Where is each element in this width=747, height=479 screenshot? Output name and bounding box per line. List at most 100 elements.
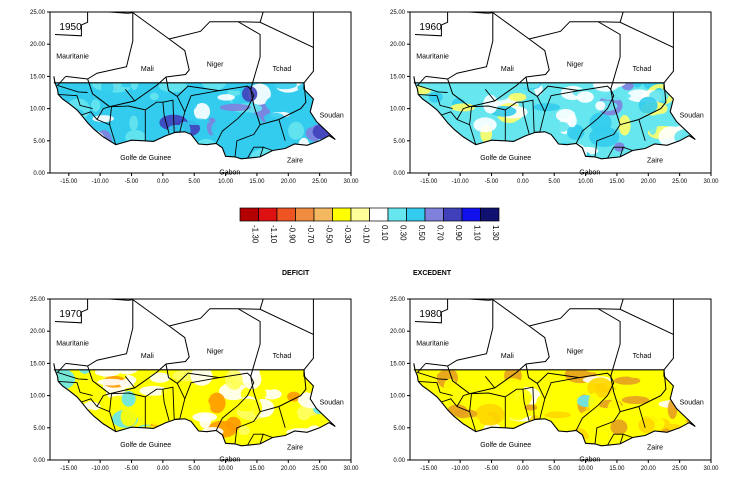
place-label-golfe: Golfe de Guinee	[480, 442, 531, 449]
x-tick-label: 15.00	[609, 179, 625, 185]
country-border	[525, 308, 621, 385]
country-border	[234, 124, 261, 157]
x-tick-label: 15.00	[609, 466, 625, 472]
legend-label: -0.30	[343, 225, 352, 244]
country-border	[638, 119, 646, 141]
country-border	[418, 93, 453, 110]
legend-label: -0.70	[306, 225, 315, 244]
y-tick-label: 0.00	[393, 458, 405, 464]
country-border	[575, 376, 615, 431]
y-tick-label: 25.00	[30, 10, 46, 16]
country-border	[109, 105, 146, 141]
y-tick-label: 5.00	[33, 139, 45, 145]
country-border	[65, 12, 134, 80]
country-border	[54, 299, 89, 324]
x-tick-label: 10.00	[218, 466, 234, 472]
legend-label: -1.30	[250, 225, 259, 244]
country-border	[215, 89, 255, 144]
place-label-mauritanie: Mauritanie	[416, 53, 449, 60]
country-border	[638, 406, 646, 428]
country-border	[174, 383, 186, 420]
x-tick-label: -10.00	[92, 179, 110, 185]
map-panel-1980: 0.00 5.00 10.00 15.00 20.00 25.00 -15.00 -10.00…	[390, 297, 719, 472]
place-label-gabon: Gabon	[219, 169, 240, 176]
y-tick-label: 15.00	[390, 361, 406, 367]
y-tick-label: 0.00	[393, 171, 405, 177]
country-border	[416, 363, 448, 380]
legend-label: 1.30	[491, 225, 500, 241]
place-label-golfe: Golfe de Guinee	[120, 442, 171, 449]
place-label-tchad: Tchad	[273, 353, 292, 360]
country-border	[544, 377, 580, 399]
color-legend: -1.30 -1.10 -0.90 -0.70 -0.50 -0.30 -0.10 0.10 0…	[238, 207, 510, 267]
x-tick-label: 5.00	[548, 179, 560, 185]
country-border	[124, 89, 136, 102]
country-border	[65, 299, 134, 367]
country-border	[96, 393, 110, 407]
x-tick-label: 0.00	[517, 179, 529, 185]
place-label-mali: Mali	[141, 353, 154, 360]
place-label-soudan: Soudan	[320, 400, 344, 407]
place-label-gabon: Gabon	[579, 456, 600, 463]
place-label-mauritanie: Mauritanie	[56, 53, 89, 60]
legend-swatch	[258, 207, 278, 222]
y-tick-label: 15.00	[390, 74, 406, 80]
country-border	[259, 11, 264, 23]
coastline	[413, 363, 696, 447]
x-tick-label: 20.00	[281, 466, 297, 472]
coastline	[53, 363, 336, 447]
place-label-zaire: Zaire	[647, 445, 663, 452]
place-label-mauritanie: Mauritanie	[416, 340, 449, 347]
country-border	[469, 392, 506, 428]
legend-swatch	[313, 207, 333, 222]
legend-label: 0.30	[398, 225, 407, 241]
place-label-mali: Mali	[501, 353, 514, 360]
country-border	[594, 411, 621, 444]
map-panel-1960: 0.00 5.00 10.00 15.00 20.00 25.00 -15.00 -10.00…	[390, 10, 719, 185]
x-tick-label: 30.00	[703, 179, 719, 185]
place-label-niger: Niger	[207, 349, 224, 356]
x-tick-label: 10.00	[578, 466, 594, 472]
y-tick-label: 0.00	[33, 171, 45, 177]
legend-label: -1.10	[269, 225, 278, 244]
country-border	[522, 386, 535, 420]
x-tick-label: 20.00	[281, 179, 297, 185]
x-tick-label: 30.00	[343, 179, 359, 185]
x-tick-label: -5.00	[125, 466, 139, 472]
x-tick-label: -15.00	[60, 466, 78, 472]
place-label-soudan: Soudan	[680, 113, 704, 120]
place-label-mali: Mali	[141, 66, 154, 73]
legend-swatch	[332, 207, 352, 222]
country-border	[238, 308, 314, 413]
map-panel-1950: 0.00 5.00 10.00 15.00 20.00 25.00 -15.00 -10.00…	[30, 10, 359, 185]
country-border	[96, 106, 110, 120]
country-border	[58, 93, 93, 110]
country-border	[598, 308, 674, 413]
country-border	[165, 308, 261, 385]
y-tick-label: 5.00	[393, 426, 405, 432]
country-border	[522, 99, 535, 133]
x-tick-label: 25.00	[312, 179, 328, 185]
legend-label: -0.10	[361, 225, 370, 244]
legend-label: 1.10	[472, 225, 481, 241]
y-tick-label: 25.00	[30, 297, 46, 303]
place-label-gabon: Gabon	[579, 169, 600, 176]
country-border	[575, 89, 615, 144]
place-label-tchad: Tchad	[633, 353, 652, 360]
x-tick-label: 10.00	[218, 179, 234, 185]
x-tick-label: -5.00	[485, 179, 499, 185]
legend-swatch	[350, 207, 370, 222]
legend-label: -0.90	[287, 225, 296, 244]
country-border	[534, 383, 546, 420]
country-border	[544, 90, 580, 112]
country-border	[247, 433, 264, 446]
x-tick-label: 25.00	[312, 466, 328, 472]
x-tick-label: 25.00	[672, 179, 688, 185]
country-border	[215, 376, 255, 431]
coastline	[53, 76, 336, 160]
legend-swatch	[295, 207, 315, 222]
country-border	[418, 380, 453, 397]
year-label: 1970	[59, 309, 82, 320]
country-border	[456, 393, 470, 407]
x-tick-label: -15.00	[420, 179, 438, 185]
